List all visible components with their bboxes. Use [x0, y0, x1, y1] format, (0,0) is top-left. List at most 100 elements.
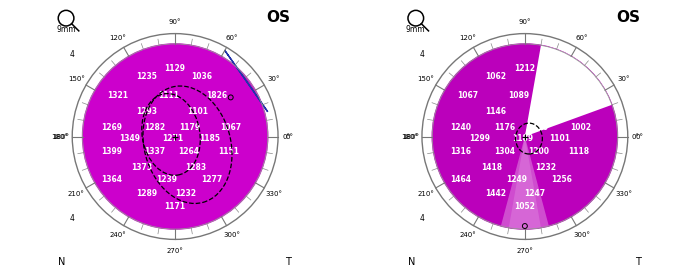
- Text: 9mm: 9mm: [406, 25, 426, 34]
- Text: 180°: 180°: [52, 133, 69, 140]
- Text: 1269: 1269: [101, 123, 122, 132]
- Text: 240°: 240°: [110, 232, 127, 238]
- Text: 1118: 1118: [568, 147, 589, 156]
- Text: 30°: 30°: [617, 76, 630, 82]
- Text: 1232: 1232: [535, 163, 556, 172]
- Wedge shape: [525, 53, 601, 136]
- Text: 1100: 1100: [526, 123, 547, 132]
- Text: 1171: 1171: [164, 202, 186, 211]
- Text: 1247: 1247: [524, 189, 546, 198]
- Text: 300°: 300°: [224, 232, 241, 238]
- Text: 1036: 1036: [191, 72, 212, 81]
- Text: 4: 4: [419, 214, 424, 223]
- Text: 1101: 1101: [188, 107, 209, 116]
- Text: 0°: 0°: [286, 133, 293, 140]
- Text: 90°: 90°: [169, 19, 181, 25]
- Text: 300°: 300°: [573, 232, 591, 238]
- Wedge shape: [479, 136, 571, 229]
- Text: 1052: 1052: [514, 202, 536, 211]
- Text: 1321: 1321: [107, 91, 128, 100]
- Text: 1146: 1146: [486, 107, 507, 116]
- Text: 1283: 1283: [186, 163, 206, 172]
- Text: 1066: 1066: [537, 107, 558, 116]
- Text: 1399: 1399: [101, 147, 122, 156]
- Text: 1464: 1464: [451, 175, 472, 184]
- Text: 1232: 1232: [175, 189, 196, 198]
- Text: 150°: 150°: [68, 76, 85, 82]
- Text: 1200: 1200: [528, 147, 549, 156]
- Text: T: T: [286, 257, 291, 267]
- Circle shape: [433, 44, 617, 229]
- Text: 1151: 1151: [218, 147, 239, 156]
- Circle shape: [72, 34, 278, 239]
- Wedge shape: [466, 136, 584, 229]
- Text: 0°: 0°: [632, 133, 640, 140]
- Text: 1235: 1235: [136, 72, 157, 81]
- Text: 180°: 180°: [401, 133, 418, 140]
- Text: 4: 4: [419, 50, 424, 59]
- Text: 9mm: 9mm: [56, 25, 76, 34]
- Text: 1826: 1826: [206, 91, 227, 100]
- Text: 1176: 1176: [494, 123, 514, 132]
- Text: 270°: 270°: [167, 248, 183, 254]
- Text: 1067: 1067: [220, 123, 242, 132]
- Wedge shape: [501, 136, 549, 229]
- Text: 330°: 330°: [615, 191, 632, 197]
- Text: 210°: 210°: [68, 191, 85, 197]
- Wedge shape: [494, 136, 556, 229]
- Wedge shape: [525, 45, 612, 136]
- Text: 1256: 1256: [552, 175, 573, 184]
- Text: 1111: 1111: [158, 91, 179, 100]
- Text: 1293: 1293: [136, 107, 157, 116]
- Text: 210°: 210°: [417, 191, 435, 197]
- Text: 60°: 60°: [226, 35, 239, 41]
- Text: 1129: 1129: [164, 64, 186, 73]
- Text: 60°: 60°: [575, 35, 588, 41]
- Text: 1239: 1239: [156, 175, 177, 184]
- Text: 30°: 30°: [268, 76, 280, 82]
- Text: 1277: 1277: [202, 175, 223, 184]
- Text: 330°: 330°: [265, 191, 283, 197]
- Polygon shape: [225, 50, 267, 112]
- Text: N: N: [58, 257, 66, 267]
- Text: 1249: 1249: [506, 175, 527, 184]
- Text: 1337: 1337: [144, 147, 165, 156]
- Text: 1189: 1189: [512, 134, 533, 143]
- Text: OS: OS: [266, 10, 290, 25]
- Text: N: N: [408, 257, 415, 267]
- Text: 1089: 1089: [508, 91, 529, 100]
- Text: 4: 4: [69, 50, 74, 59]
- Text: 180°: 180°: [402, 133, 419, 140]
- Text: 1002: 1002: [570, 123, 591, 132]
- Text: 1316: 1316: [451, 147, 472, 156]
- Text: 4: 4: [69, 214, 74, 223]
- Text: 1373: 1373: [132, 163, 153, 172]
- Circle shape: [83, 44, 267, 229]
- Text: 1165: 1165: [541, 72, 562, 81]
- Text: 120°: 120°: [110, 35, 127, 41]
- Text: OS: OS: [616, 10, 640, 25]
- Text: 120°: 120°: [459, 35, 476, 41]
- Text: 1299: 1299: [469, 134, 490, 143]
- Text: 1349: 1349: [120, 134, 141, 143]
- Text: 0°: 0°: [635, 133, 643, 140]
- Text: 1271: 1271: [162, 134, 183, 143]
- Text: 1418: 1418: [482, 163, 503, 172]
- Text: 1062: 1062: [486, 72, 507, 81]
- Wedge shape: [509, 136, 541, 229]
- Text: 1067: 1067: [456, 91, 478, 100]
- Text: 1289: 1289: [136, 189, 157, 198]
- Circle shape: [422, 34, 628, 239]
- Text: 1101: 1101: [550, 134, 570, 143]
- Text: 1240: 1240: [451, 123, 472, 132]
- Text: T: T: [635, 257, 641, 267]
- Text: 180°: 180°: [51, 133, 68, 140]
- Text: 90°: 90°: [519, 19, 531, 25]
- Wedge shape: [525, 47, 609, 136]
- Text: 240°: 240°: [459, 232, 476, 238]
- Text: 1007: 1007: [556, 91, 577, 100]
- Text: 0°: 0°: [282, 133, 290, 140]
- Text: 1304: 1304: [494, 147, 514, 156]
- Text: 1179: 1179: [179, 123, 200, 132]
- Text: 1364: 1364: [101, 175, 122, 184]
